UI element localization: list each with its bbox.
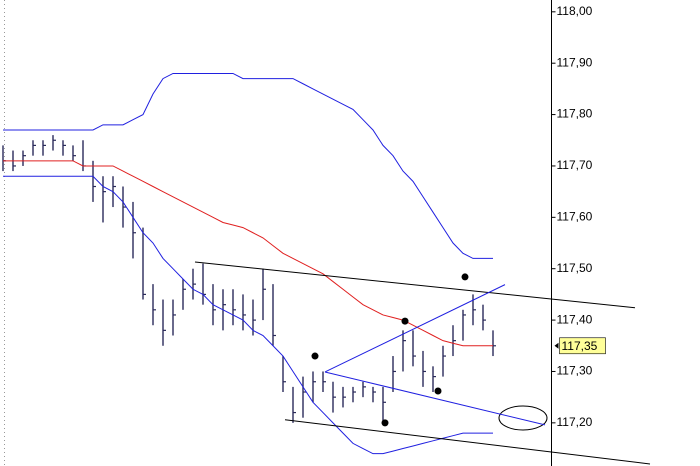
y-tick-label: 118,00 (557, 4, 593, 18)
trendline (194, 261, 636, 309)
pivot-dot (434, 387, 442, 395)
last-price-label: 117,35 (562, 339, 598, 353)
y-tick-label: 117,20 (557, 415, 593, 429)
last-price-box (559, 337, 606, 355)
last-price-pointer (554, 342, 559, 349)
pivot-dot (461, 273, 469, 281)
trendline (284, 419, 651, 465)
trendline (324, 371, 546, 426)
indicator-line (3, 175, 493, 455)
y-tick-label: 117,80 (557, 107, 593, 121)
indicator-line (3, 160, 493, 347)
y-tick-label: 117,30 (557, 364, 593, 378)
pivot-dot (311, 352, 319, 360)
y-tick-label: 117,70 (557, 158, 593, 172)
pivot-dot (381, 419, 389, 427)
pivot-dot (401, 317, 409, 325)
y-tick-label: 117,50 (557, 261, 593, 275)
indicator-line (3, 72, 493, 259)
y-tick-label: 117,90 (557, 55, 593, 69)
y-tick-label: 117,60 (557, 210, 593, 224)
y-tick-label: 117,40 (557, 312, 593, 326)
highlight-ellipse (498, 405, 548, 431)
trendline (324, 284, 506, 373)
